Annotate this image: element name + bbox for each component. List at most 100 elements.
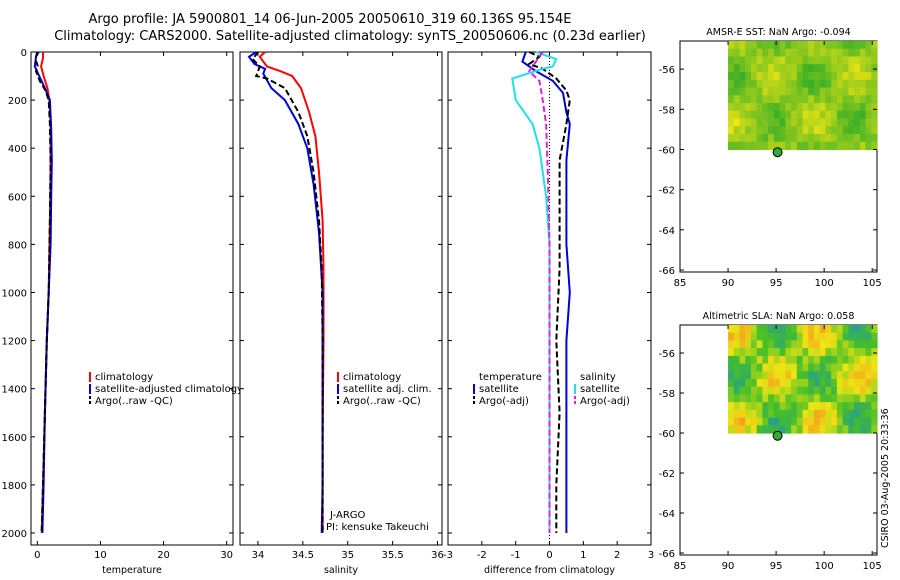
heat-cell — [813, 41, 821, 50]
heat-cell — [750, 56, 758, 65]
heat-cell — [836, 379, 844, 388]
heat-cell — [836, 332, 844, 342]
heat-cell — [745, 110, 752, 120]
heat-cell — [733, 64, 741, 73]
heat-cell — [773, 41, 781, 50]
heat-cell — [802, 417, 809, 426]
figure-title-line-1: Argo profile: JA 5900801_14 06-Jun-2005 … — [88, 12, 572, 27]
heat-cell — [791, 141, 798, 151]
heat-cell — [796, 371, 804, 380]
heat-cell — [756, 402, 764, 411]
heat-cell — [813, 425, 821, 434]
panel-temperature: 0 200 400 600 800 1000 1200 1400 1600 1800 2000 0 10… — [2, 48, 243, 576]
heat-cell — [831, 379, 838, 388]
heat-cell — [825, 402, 832, 411]
heat-cell — [808, 348, 815, 357]
heat-cell — [836, 87, 844, 96]
heat-cell — [762, 355, 769, 365]
heat-cell — [728, 348, 735, 357]
heat-cell — [739, 133, 746, 143]
heat-cell — [756, 102, 764, 112]
heat-cell — [808, 386, 815, 396]
heat-cell — [825, 56, 832, 65]
heat-cell — [859, 126, 867, 135]
heat-cell — [802, 386, 809, 396]
heat-cell — [825, 110, 832, 120]
heat-cell — [739, 325, 746, 334]
heat-cell — [785, 332, 792, 342]
heat-cell — [813, 409, 821, 419]
heat-cell — [773, 126, 781, 135]
heat-cell — [808, 87, 815, 96]
x-axis-label: difference from climatology — [484, 565, 615, 576]
heat-cell — [756, 56, 764, 65]
heat-cell — [739, 79, 746, 89]
heat-cell — [728, 394, 735, 403]
heat-cell — [859, 48, 867, 58]
heat-cell — [819, 355, 827, 365]
heat-cell — [773, 48, 781, 58]
heat-cell — [848, 332, 855, 342]
heat-cell — [756, 64, 764, 73]
heat-cell — [756, 409, 764, 419]
heat-cell — [728, 371, 735, 380]
argo-location-marker — [772, 430, 783, 441]
heat-cell — [756, 363, 764, 372]
heat-cell — [733, 126, 741, 135]
heat-cell — [819, 394, 827, 403]
heat-cell — [768, 87, 775, 96]
heat-cell — [768, 71, 775, 81]
heat-cell — [785, 41, 792, 50]
heat-cell — [768, 110, 775, 120]
heat-cell — [791, 95, 798, 104]
heat-cell — [871, 126, 878, 135]
heat-cell — [796, 118, 804, 127]
heat-cell — [773, 371, 781, 380]
heat-cell — [768, 133, 775, 143]
heat-cell — [836, 71, 844, 81]
heat-cell — [779, 332, 786, 342]
heat-cell — [796, 41, 804, 50]
heat-cell — [871, 110, 878, 120]
heat-cell — [773, 133, 781, 143]
heat-cell — [791, 409, 798, 419]
heat-cell — [859, 340, 867, 349]
heat-cell — [808, 379, 815, 388]
heat-cell — [859, 64, 867, 73]
y-tick-label: 400 — [8, 144, 27, 155]
heat-cell — [739, 402, 746, 411]
heat-cell — [739, 48, 746, 58]
heat-cell — [762, 371, 769, 380]
heat-cell — [836, 118, 844, 127]
heat-cell — [831, 348, 838, 357]
heat-cell — [825, 379, 832, 388]
heat-cell — [796, 110, 804, 120]
heat-cell — [728, 95, 735, 104]
heat-cell — [779, 417, 786, 426]
heat-cell — [785, 110, 792, 120]
x-tick-label: 105 — [863, 561, 882, 572]
heat-cell — [733, 379, 741, 388]
heat-cell — [785, 95, 792, 104]
heat-cell — [854, 402, 861, 411]
heat-cell — [836, 402, 844, 411]
heat-cell — [785, 133, 792, 143]
heat-cell — [854, 325, 861, 334]
heat-cell — [825, 409, 832, 419]
heat-cell — [779, 71, 786, 81]
heat-cell — [762, 340, 769, 349]
heat-cell — [802, 371, 809, 380]
heat-cell — [859, 79, 867, 89]
heat-cell — [768, 332, 775, 342]
y-tick-label: -64 — [659, 226, 675, 237]
heat-cell — [796, 71, 804, 81]
heat-cell — [859, 417, 867, 426]
heat-cell — [750, 126, 758, 135]
heat-cell — [785, 102, 792, 112]
heat-cell — [854, 409, 861, 419]
heat-cell — [842, 79, 849, 89]
x-tick-label: -1 — [511, 550, 521, 561]
heat-cell — [819, 87, 827, 96]
heat-cell — [785, 79, 792, 89]
